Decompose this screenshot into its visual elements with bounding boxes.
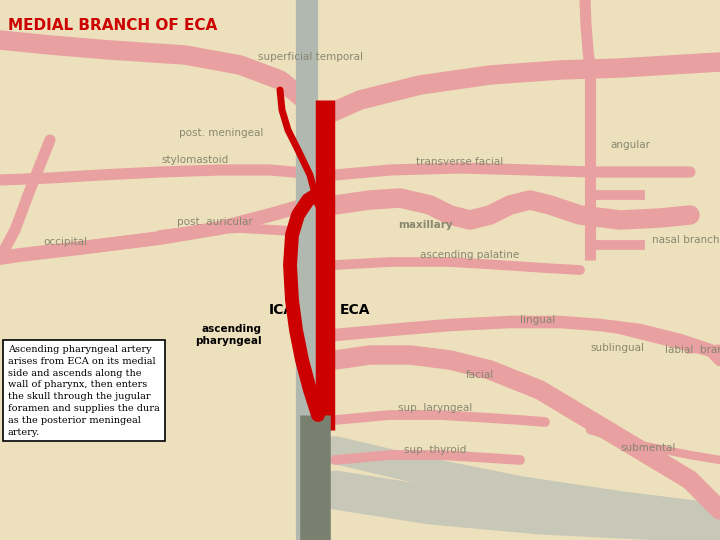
Text: facial: facial xyxy=(466,370,494,380)
Text: ascending palatine: ascending palatine xyxy=(420,250,520,260)
Text: angular: angular xyxy=(610,140,650,150)
Text: post. meningeal: post. meningeal xyxy=(179,128,263,138)
Text: CCA: CCA xyxy=(300,518,330,532)
Text: Ascending pharyngeal artery
arises from ECA on its medial
side and ascends along: Ascending pharyngeal artery arises from … xyxy=(8,345,160,437)
Text: lingual: lingual xyxy=(520,315,555,325)
Text: sup. laryngeal: sup. laryngeal xyxy=(398,403,472,413)
Text: occipital: occipital xyxy=(43,237,87,247)
Text: ECA: ECA xyxy=(340,303,371,317)
Text: submental: submental xyxy=(620,443,675,453)
Text: sublingual: sublingual xyxy=(590,343,644,353)
Text: stylomastoid: stylomastoid xyxy=(161,155,229,165)
Text: post. auricular: post. auricular xyxy=(177,217,253,227)
Text: ascending
pharyngeal: ascending pharyngeal xyxy=(195,324,262,346)
Text: sup. thyroid: sup. thyroid xyxy=(404,445,466,455)
Text: nasal branches: nasal branches xyxy=(652,235,720,245)
Text: transverse facial: transverse facial xyxy=(416,157,503,167)
Text: superficial temporal: superficial temporal xyxy=(258,52,362,62)
Text: labial  branches: labial branches xyxy=(665,345,720,355)
Text: ICA: ICA xyxy=(269,303,295,317)
Text: MEDIAL BRANCH OF ECA: MEDIAL BRANCH OF ECA xyxy=(8,18,217,33)
Text: maxillary: maxillary xyxy=(397,220,452,230)
